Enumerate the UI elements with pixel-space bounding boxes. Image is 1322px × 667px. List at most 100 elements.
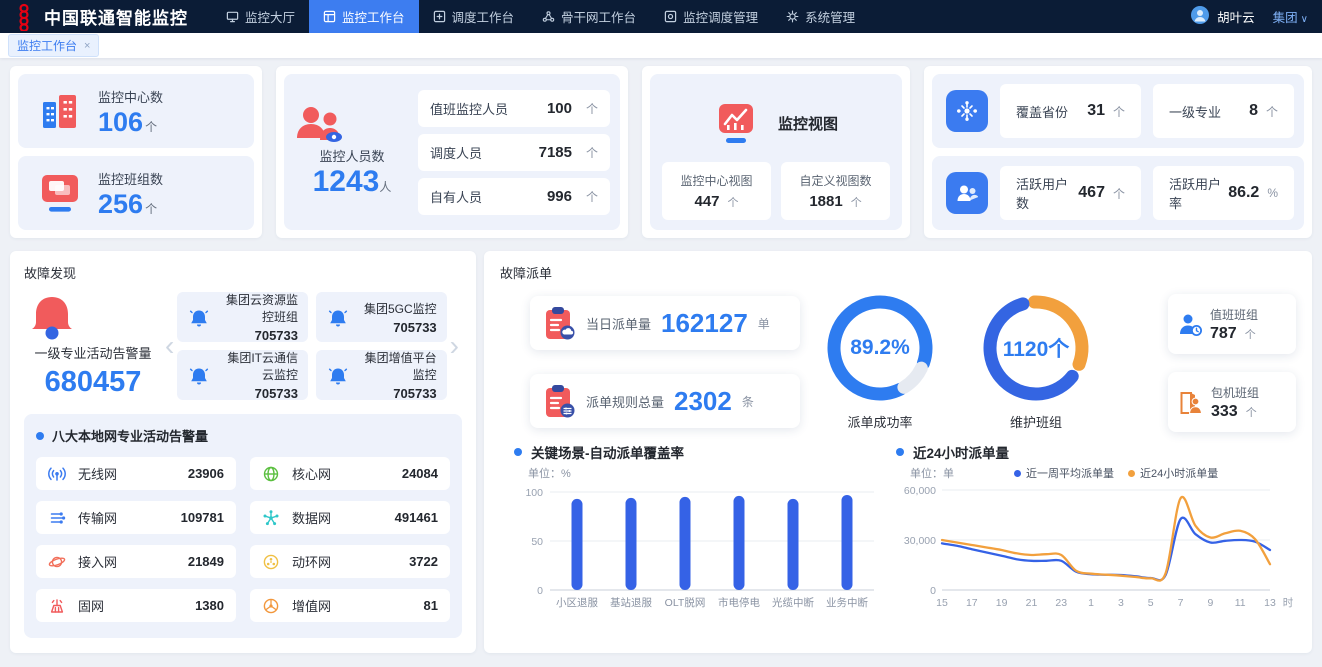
daily-dispatch-card: 当日派单量 162127 单 xyxy=(530,296,800,350)
svg-text:50: 50 xyxy=(531,536,543,548)
monitor-staff-card: 监控人员数 1243人 值班监控人员 100 个 调度人员 71 xyxy=(284,74,620,230)
carousel-prev-icon[interactable]: ‹ xyxy=(165,330,175,361)
network-row: 核心网 24084 xyxy=(250,457,450,490)
svg-text:0: 0 xyxy=(537,585,543,597)
svg-text:60,000: 60,000 xyxy=(904,485,936,497)
main-content: 监控中心数 106 个 监控班组数 256 个 监控人员数 1243人 xyxy=(0,58,1322,653)
group-value: 705733 xyxy=(254,386,298,401)
box-unit: 个 xyxy=(1265,104,1278,119)
group-value: 705733 xyxy=(393,386,437,401)
alert-value: 680457 xyxy=(44,366,142,398)
clipboard-rules-icon xyxy=(542,383,576,419)
bullet-icon xyxy=(514,448,522,456)
active-users-box: 活跃用户数 467 个 xyxy=(1000,166,1141,220)
group-card-text: 集团IT云通信云监控 705733 xyxy=(217,349,298,401)
network-row: 增值网 81 xyxy=(250,589,450,622)
box-value: 1881 个 xyxy=(809,193,862,210)
svg-text:15: 15 xyxy=(936,597,948,609)
network-row: 接入网 21849 xyxy=(36,545,236,578)
network-row: 数据网 491461 xyxy=(250,501,450,534)
card-unit: 单 xyxy=(757,316,770,331)
monitor-centers-panel: 监控中心数 106 个 监控班组数 256 个 xyxy=(10,66,262,238)
maintenance-teams-gauge: 1120个 维护班组 xyxy=(960,286,1112,432)
gauge-label: 派单成功率 xyxy=(847,415,913,430)
nav-item-label: 系统管理 xyxy=(805,11,856,25)
box-unit: % xyxy=(1267,186,1278,200)
stat-label: 监控人员数 xyxy=(319,149,385,165)
local-networks-title: 八大本地网专业活动告警量 xyxy=(52,429,209,444)
user-avatar[interactable] xyxy=(1191,6,1210,27)
svg-text:17: 17 xyxy=(966,597,978,609)
svg-text:100: 100 xyxy=(525,487,543,499)
alert-group-card: 集团增值平台监控 705733 xyxy=(316,350,447,401)
alarm-bell-icon xyxy=(24,293,162,341)
nav-item-label: 监控调度管理 xyxy=(683,11,759,25)
box-value: 467 xyxy=(1078,184,1105,201)
staff-summary: 监控人员数 1243人 xyxy=(294,104,410,200)
monitor-centers-card: 监控中心数 106 个 xyxy=(18,74,254,148)
close-icon[interactable]: × xyxy=(84,39,91,52)
network-row: 动环网 3722 xyxy=(250,545,450,578)
group-value: 705733 xyxy=(254,328,298,343)
row-unit: 个 xyxy=(585,189,598,204)
group-name: 集团5GC监控 xyxy=(363,301,437,316)
network-name: 传输网 xyxy=(78,511,118,526)
stat-label: 监控班组数 xyxy=(98,171,164,187)
gauge-ring xyxy=(983,295,1089,401)
alert-group-card: 集团5GC监控 705733 xyxy=(316,292,447,342)
svg-text:基站退服: 基站退服 xyxy=(610,596,652,609)
nav-item[interactable]: 监控调度管理 xyxy=(650,0,772,33)
main-nav: 监控大厅 监控工作台 调度工作台 骨干网工作台 监控调度管理 xyxy=(212,0,869,33)
legend-item[interactable]: 近24小时派单量 xyxy=(1128,465,1218,481)
bullet-icon xyxy=(896,448,904,456)
fault-dispatch-panel: 故障派单 当日派单量 162127 单 派单规则总量 2302 条 xyxy=(484,251,1312,653)
gear-icon xyxy=(786,10,799,23)
nav-item[interactable]: 系统管理 xyxy=(772,0,869,33)
box-label: 活跃用户数 xyxy=(1016,177,1069,211)
person-door-icon xyxy=(1178,390,1203,415)
monitor-teams-card: 监控班组数 256 个 xyxy=(18,156,254,230)
row-value: 7185 xyxy=(538,143,572,161)
bell-icon xyxy=(328,308,348,327)
legend-item[interactable]: 近一周平均派单量 xyxy=(1014,465,1114,481)
box-label: 一级专业 xyxy=(1169,104,1222,120)
dispatch-success-gauge: 89.2% 派单成功率 xyxy=(804,286,956,432)
group-name: 集团IT云通信云监控 xyxy=(227,351,298,382)
row-unit: 个 xyxy=(585,145,598,160)
network-name: 增值网 xyxy=(292,599,332,614)
card-unit: 条 xyxy=(741,394,754,409)
staff-row: 值班监控人员 100 个 xyxy=(418,89,610,127)
stat-unit: 个 xyxy=(145,201,158,216)
row-label: 自有人员 xyxy=(430,189,483,205)
detail-row: 故障发现 一级专业活动告警量 680457 ‹ 集团云资源监控班组 xyxy=(10,251,1312,653)
coverage-bar-chart-box: 关键场景-自动派单覆盖率 单位：% 0 50 100 小区退服 基站退服 OLT脱网 市电停… xyxy=(500,434,882,612)
row-label: 调度人员 xyxy=(430,145,483,161)
carousel-next-icon[interactable]: › xyxy=(449,330,459,361)
svg-text:时: 时 xyxy=(1283,597,1294,609)
clipboard-cloud-icon xyxy=(542,305,576,341)
bullet-icon xyxy=(36,431,44,440)
nav-item[interactable]: 监控工作台 xyxy=(309,0,419,33)
monitor-views-panel: 监控视图 监控中心视图 447 个 自定义视图数 1881 个 xyxy=(642,66,910,238)
dispatch-rules-card: 派单规则总量 2302 条 xyxy=(530,374,800,428)
coverage-panel: 覆盖省份 31 个 一级专业 8 个 活跃用户数 467 个 活跃 xyxy=(924,66,1312,238)
nav-item[interactable]: 调度工作台 xyxy=(419,0,529,33)
group-card-text: 集团5GC监控 705733 xyxy=(356,300,437,335)
tab-bar: 监控工作台 × xyxy=(0,33,1322,58)
power-env-network-icon xyxy=(262,553,280,571)
box-unit: 个 xyxy=(1112,104,1125,119)
chart-header: 关键场景-自动派单覆盖率 xyxy=(514,442,882,462)
monitor-views-card: 监控视图 监控中心视图 447 个 自定义视图数 1881 个 xyxy=(650,74,902,230)
alert-group-card: 集团云资源监控班组 705733 xyxy=(177,292,308,343)
nav-item[interactable]: 监控大厅 xyxy=(212,0,309,33)
bar-chart: 0 50 100 小区退服 基站退服 OLT脱网 市电停电 光缆中断 业务中断 xyxy=(525,487,874,609)
network-name: 接入网 xyxy=(78,555,118,570)
duty-team-card: 值班班组 787 个 xyxy=(1168,294,1296,354)
nav-item[interactable]: 骨干网工作台 xyxy=(528,0,650,33)
user-name[interactable]: 胡叶云 xyxy=(1217,11,1255,25)
people-eye-icon xyxy=(294,104,410,144)
svg-text:7: 7 xyxy=(1178,597,1184,609)
org-dropdown[interactable]: 集团 ∨ xyxy=(1272,11,1308,25)
alert-carousel: 一级专业活动告警量 680457 ‹ 集团云资源监控班组 705733 xyxy=(24,292,462,401)
tab-monitor-workbench[interactable]: 监控工作台 × xyxy=(8,34,100,57)
